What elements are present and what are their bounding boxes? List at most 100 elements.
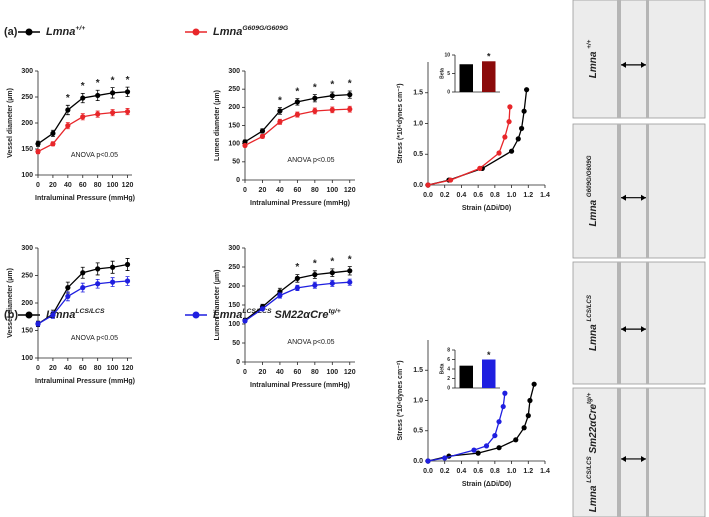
y-tick-label: 250 bbox=[21, 94, 33, 101]
y-tick-label: 10 bbox=[444, 52, 450, 58]
significance: * bbox=[313, 258, 317, 269]
arrow-head bbox=[621, 194, 646, 201]
data-point bbox=[80, 114, 86, 120]
x-tick-label: 120 bbox=[122, 182, 134, 189]
superscript: LCS/LCS bbox=[586, 455, 593, 482]
superscript: tg/+ bbox=[586, 392, 593, 404]
data-point bbox=[35, 149, 41, 155]
x-tick-label: 120 bbox=[344, 369, 356, 376]
x-tick-label: 1.0 bbox=[507, 192, 517, 199]
data-point bbox=[521, 108, 527, 114]
significance: * bbox=[330, 257, 334, 268]
x-tick-label: 60 bbox=[79, 365, 87, 372]
label: Lmna G609G/G609G bbox=[586, 155, 599, 226]
data-point bbox=[50, 130, 56, 136]
y-axis-title: Beta bbox=[439, 68, 445, 79]
y-tick-label: 8 bbox=[447, 347, 450, 353]
bar bbox=[459, 64, 473, 92]
data-point bbox=[50, 141, 56, 147]
text-part: Lmna bbox=[588, 322, 599, 351]
x-tick-label: 80 bbox=[94, 365, 102, 372]
data-point bbox=[294, 99, 300, 105]
series-line bbox=[427, 89, 528, 186]
data-point bbox=[471, 447, 477, 453]
micrograph bbox=[572, 0, 706, 119]
data-point bbox=[35, 141, 41, 147]
data-point bbox=[524, 87, 530, 93]
significance: * bbox=[81, 81, 85, 92]
y-tick-label: 250 bbox=[228, 264, 240, 271]
x-tick-label: 0.4 bbox=[457, 192, 467, 199]
data-point bbox=[242, 142, 248, 149]
text-part: Sm22αCre bbox=[588, 404, 599, 457]
x-tick-label: 0.8 bbox=[490, 192, 500, 199]
significance: * bbox=[96, 78, 100, 89]
data-point bbox=[277, 292, 283, 299]
x-tick-label: 0.4 bbox=[457, 468, 467, 475]
data-point bbox=[259, 128, 266, 134]
panel-label: (a) bbox=[4, 26, 18, 38]
y-tick-label: 250 bbox=[21, 272, 33, 279]
data-point bbox=[500, 403, 506, 410]
data-point bbox=[496, 150, 502, 156]
y-tick-label: 1.0 bbox=[413, 120, 423, 127]
x-tick-label: 100 bbox=[107, 365, 119, 372]
superscript: G609G/G609G bbox=[586, 155, 593, 197]
y-tick-label: 6 bbox=[447, 357, 450, 363]
x-axis-title: Strain (ΔDi/D0) bbox=[462, 481, 511, 488]
legend-marker bbox=[25, 311, 33, 319]
data-point bbox=[259, 306, 266, 312]
x-tick-label: 0.0 bbox=[423, 468, 433, 475]
data-point bbox=[442, 455, 448, 461]
text-part: Lmna bbox=[588, 197, 599, 226]
y-axis-title: Stress (*10⁶dynes cm⁻²) bbox=[397, 360, 404, 440]
data-point bbox=[124, 108, 131, 115]
x-tick-label: 20 bbox=[259, 369, 267, 376]
x-tick-label: 0.2 bbox=[440, 192, 450, 199]
y-tick-label: 300 bbox=[21, 68, 33, 75]
significance: * bbox=[348, 254, 352, 265]
vessel-wall bbox=[646, 124, 649, 258]
x-tick-label: 0.6 bbox=[473, 468, 483, 475]
data-point bbox=[294, 275, 300, 281]
x-tick-label: 1.2 bbox=[523, 192, 533, 199]
significance: * bbox=[487, 350, 491, 360]
x-axis-title: Intraluminal Pressure (mmHg) bbox=[35, 195, 135, 202]
data-point bbox=[277, 108, 283, 114]
x-tick-label: 0 bbox=[36, 365, 40, 372]
x-tick-label: 80 bbox=[94, 182, 102, 189]
data-point bbox=[35, 321, 41, 327]
significance: * bbox=[313, 82, 317, 93]
label: LmnaG609G/G609G bbox=[213, 25, 289, 38]
data-point bbox=[95, 266, 101, 272]
y-tick-label: 50 bbox=[232, 340, 240, 347]
significance: * bbox=[295, 262, 299, 273]
data-point bbox=[496, 445, 502, 451]
x-tick-label: 40 bbox=[276, 187, 284, 194]
vessel-wall bbox=[617, 388, 621, 517]
significance: * bbox=[330, 80, 334, 91]
data-point bbox=[80, 95, 86, 101]
data-point bbox=[80, 270, 86, 276]
bar bbox=[482, 359, 496, 388]
data-point bbox=[515, 136, 521, 142]
data-point bbox=[425, 458, 431, 464]
significance: * bbox=[66, 93, 70, 104]
x-tick-label: 40 bbox=[64, 365, 72, 372]
x-axis-title: Strain (ΔDi/D0) bbox=[462, 205, 511, 212]
vessel-wall bbox=[617, 262, 621, 384]
significance: * bbox=[278, 95, 282, 106]
arrow-head bbox=[621, 455, 646, 462]
x-tick-label: 40 bbox=[64, 182, 72, 189]
y-tick-label: 5 bbox=[447, 71, 450, 77]
data-point bbox=[294, 285, 300, 291]
data-point bbox=[475, 450, 481, 456]
x-tick-label: 1.4 bbox=[540, 468, 550, 475]
label: Lmna LCS/LCS bbox=[586, 294, 599, 351]
data-point bbox=[312, 108, 318, 114]
y-tick-label: 100 bbox=[228, 141, 240, 148]
y-tick-label: 150 bbox=[228, 302, 240, 309]
data-point bbox=[425, 182, 431, 188]
data-point bbox=[525, 413, 531, 419]
x-tick-label: 20 bbox=[259, 187, 267, 194]
